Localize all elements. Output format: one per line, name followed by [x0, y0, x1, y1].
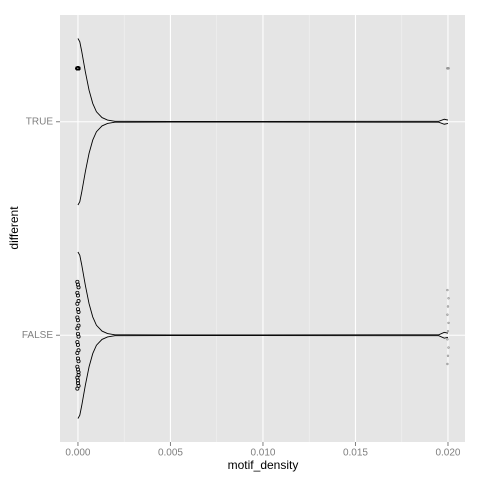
point — [446, 338, 449, 341]
point — [446, 288, 449, 292]
point — [76, 309, 81, 314]
x-tick-label: 0.015 — [343, 448, 368, 459]
y-axis-label: different — [7, 206, 21, 250]
violin-outline — [77, 335, 449, 419]
x-tick-label: 0.005 — [158, 448, 183, 459]
point — [75, 326, 80, 331]
x-tick-label: 0.000 — [65, 448, 90, 459]
point — [75, 378, 80, 383]
point — [75, 386, 80, 391]
point — [447, 321, 450, 325]
point — [446, 305, 450, 308]
point — [446, 67, 449, 70]
x-tick-label: 0.010 — [250, 448, 275, 459]
point — [446, 354, 450, 357]
point — [447, 346, 450, 349]
point — [76, 370, 81, 375]
point — [75, 318, 80, 323]
violin-outline — [77, 251, 449, 336]
y-tick-label: FALSE — [22, 330, 53, 341]
point — [75, 351, 80, 356]
point — [447, 297, 450, 300]
point — [446, 329, 450, 333]
point — [76, 285, 81, 290]
point — [446, 313, 449, 316]
violin-outline — [77, 121, 449, 206]
violin-outline — [77, 38, 449, 122]
point — [447, 67, 450, 70]
point — [75, 293, 80, 298]
x-tick-label: 0.020 — [435, 448, 460, 459]
point — [446, 362, 449, 366]
point — [75, 342, 80, 347]
point — [76, 334, 81, 339]
x-axis-label: motif_density — [228, 458, 299, 472]
point — [76, 359, 81, 364]
y-tick-label: TRUE — [26, 116, 54, 127]
point — [76, 66, 81, 71]
point — [75, 301, 80, 306]
